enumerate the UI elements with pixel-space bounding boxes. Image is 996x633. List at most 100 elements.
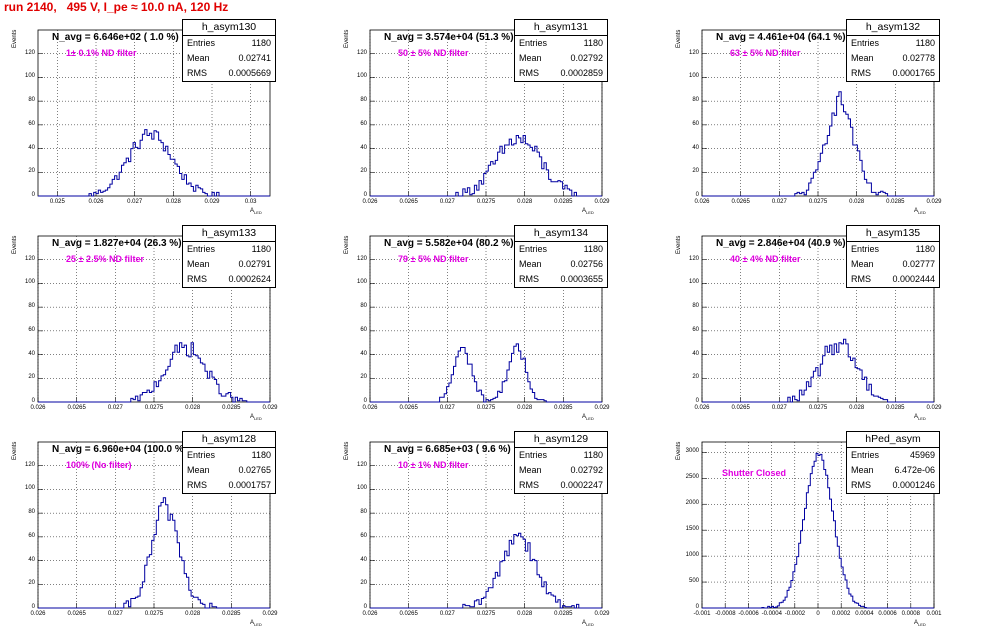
x-tick-label: 0.0004 (855, 611, 874, 617)
x-tick-label: 0.027 (771, 199, 787, 205)
filter-label: 50 ± 5% ND filter (398, 48, 469, 58)
x-tick-label: 0.026 (362, 611, 378, 617)
n-avg-label: N_avg = 6.685e+03 ( 9.6 %) (384, 444, 511, 455)
stats-label: Entries (519, 38, 548, 48)
stats-label: Entries (851, 450, 880, 460)
x-axis-subscript: LED (254, 622, 262, 628)
x-tick-label: 0.0275 (144, 611, 164, 617)
x-tick-label: 0.027 (771, 405, 787, 411)
stats-row-rms: RMS 0.0002444 (847, 272, 939, 287)
y-tick-label: 0 (363, 398, 367, 404)
x-tick-label: 0.028 (185, 405, 201, 411)
x-axis-subscript: LED (254, 210, 262, 216)
y-tick-label: 40 (28, 144, 35, 151)
y-tick-label: 20 (360, 374, 367, 381)
stats-row-mean: Mean 0.02791 (183, 257, 275, 272)
stats-row-mean: Mean 0.02792 (515, 463, 607, 478)
x-tick-label: 0.027 (439, 405, 455, 411)
y-tick-label: 20 (28, 580, 35, 587)
y-tick-label: 120 (24, 461, 35, 468)
y-tick-label: 80 (692, 303, 699, 310)
y-tick-label: 120 (356, 461, 367, 468)
stats-box: h_asym134 Entries 1180 Mean 0.02756 RMS 0.0003… (514, 225, 608, 288)
stats-value: 1180 (251, 38, 271, 48)
x-tick-label: -0.001 (693, 611, 711, 617)
y-axis-label: Events (676, 235, 682, 254)
stats-label: Entries (851, 244, 880, 254)
y-tick-label: 100 (356, 279, 367, 286)
x-tick-label: 0.0265 (67, 611, 86, 617)
x-tick-label: 0.028 (849, 405, 865, 411)
x-axis-subscript: LED (254, 416, 262, 422)
stats-label: Mean (187, 259, 210, 269)
x-tick-label: 0.027 (439, 199, 455, 205)
x-tick-label: 0.026 (694, 405, 710, 411)
histogram-line (702, 452, 934, 609)
stats-label: Mean (187, 53, 210, 63)
x-tick-label: 0.026 (362, 405, 378, 411)
y-tick-label: 0 (363, 192, 367, 198)
stats-row-mean: Mean 6.472e-06 (847, 463, 939, 478)
x-tick-label: 0.0006 (878, 611, 897, 617)
x-tick-label: 0.026 (30, 405, 46, 411)
x-tick-label: 0.0002 (832, 611, 851, 617)
stats-row-entries: Entries 45969 (847, 448, 939, 463)
x-axis-label: ALED (582, 414, 594, 421)
filter-label: 63 ± 5% ND filter (730, 48, 801, 58)
stats-value: 1180 (583, 244, 603, 254)
y-tick-label: 2500 (685, 474, 699, 481)
stats-row-rms: RMS 0.0003655 (515, 272, 607, 287)
x-axis-subscript: LED (586, 210, 594, 216)
stats-label: RMS (187, 68, 207, 78)
y-tick-label: 20 (28, 374, 35, 381)
x-tick-label: 0 (816, 611, 820, 617)
x-tick-label: 0.025 (49, 199, 65, 205)
x-axis-symbol: A (250, 414, 255, 420)
x-axis-label: ALED (914, 414, 926, 421)
stats-value: 6.472e-06 (894, 465, 935, 475)
n-avg-label: N_avg = 1.827e+04 (26.3 %) (52, 238, 182, 249)
y-tick-label: 0 (695, 398, 699, 404)
x-tick-label: 0.0265 (399, 611, 418, 617)
stats-value: 0.02792 (570, 53, 603, 63)
x-tick-label: 0.0285 (886, 199, 905, 205)
stats-box: hPed_asym Entries 45969 Mean 6.472e-06 RMS 0.0… (846, 431, 940, 494)
stats-row-mean: Mean 0.02741 (183, 51, 275, 66)
histogram-panel-hPed_asym: -0.001 -0.0008 -0.0006 -0.0004 -0.0002 0 0.000… (664, 426, 984, 633)
x-tick-label: 0.0265 (731, 199, 750, 205)
x-axis-symbol: A (250, 208, 255, 214)
x-tick-label: 0.029 (594, 611, 610, 617)
n-avg-label: N_avg = 5.582e+04 (80.2 %) (384, 238, 514, 249)
y-tick-label: 40 (360, 556, 367, 563)
y-axis-label: Events (344, 29, 350, 48)
x-tick-label: 0.029 (204, 199, 220, 205)
x-axis-label: ALED (914, 620, 926, 627)
run-title: run 2140, 495 V, I_pe ≈ 10.0 nA, 120 Hz (4, 0, 229, 14)
y-tick-label: 120 (356, 49, 367, 56)
stats-value: 0.02778 (902, 53, 935, 63)
x-tick-label: 0.0285 (222, 405, 241, 411)
stats-row-rms: RMS 0.0001765 (847, 66, 939, 81)
x-tick-label: 0.028 (185, 611, 201, 617)
x-tick-label: 0.0285 (554, 611, 573, 617)
histogram-panel-h_asym131: 0.026 0.0265 0.027 0.0275 0.028 0.0285 0.029 0 2… (332, 14, 652, 221)
filter-label: 25 ± 2.5% ND filter (66, 254, 144, 264)
stats-box: h_asym130 Entries 1180 Mean 0.02741 RMS 0.0005… (182, 19, 276, 82)
filter-label: 10 ± 1% ND filter (398, 460, 469, 470)
x-axis-label: ALED (250, 620, 262, 627)
stats-value: 0.02791 (238, 259, 271, 269)
y-tick-label: 60 (360, 326, 367, 333)
x-tick-label: 0.026 (88, 199, 104, 205)
x-axis-label: ALED (250, 414, 262, 421)
y-tick-label: 120 (24, 255, 35, 262)
stats-value: 1180 (251, 244, 271, 254)
stats-row-entries: Entries 1180 (515, 36, 607, 51)
stats-box-title: h_asym133 (183, 226, 275, 242)
histogram-line (370, 343, 602, 403)
x-axis-label: ALED (250, 208, 262, 215)
histogram-panel-h_asym128: 0.026 0.0265 0.027 0.0275 0.028 0.0285 0.029 0 2… (0, 426, 320, 633)
stats-row-entries: Entries 1180 (183, 36, 275, 51)
stats-label: Entries (187, 450, 216, 460)
stats-row-rms: RMS 0.0002859 (515, 66, 607, 81)
y-axis-label: Events (344, 441, 350, 460)
